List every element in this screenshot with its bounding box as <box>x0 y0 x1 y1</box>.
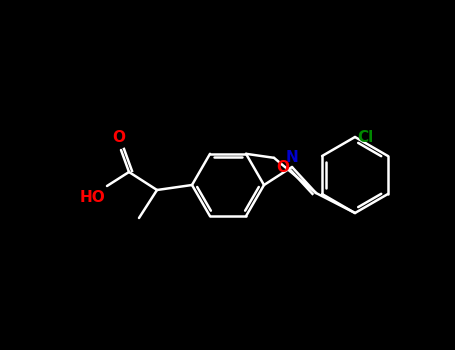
Text: Cl: Cl <box>357 130 373 145</box>
Text: HO: HO <box>79 190 105 205</box>
Text: O: O <box>276 160 289 175</box>
Text: O: O <box>112 130 126 145</box>
Text: N: N <box>286 150 298 165</box>
